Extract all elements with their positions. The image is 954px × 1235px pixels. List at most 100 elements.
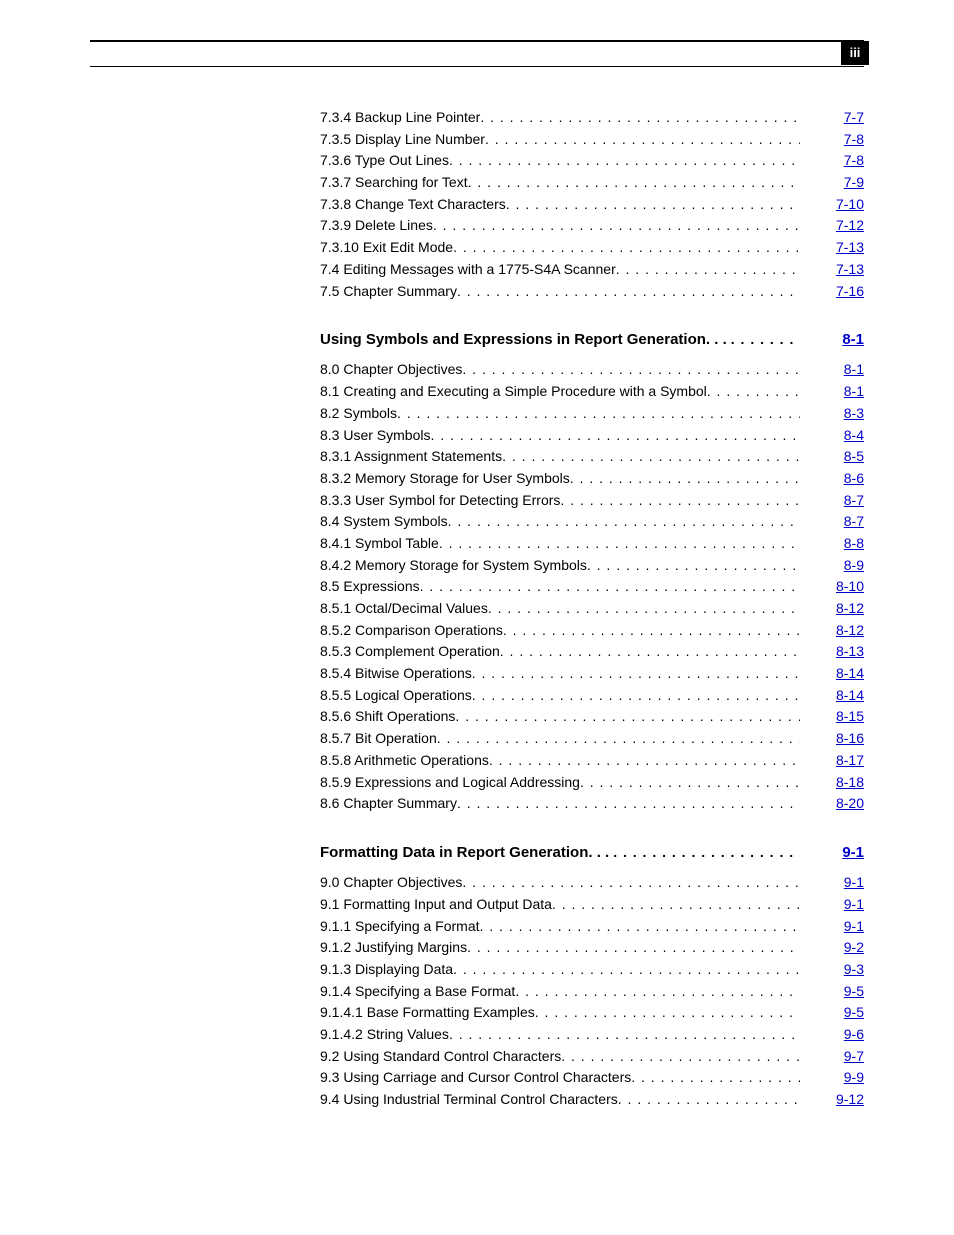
toc-page-link[interactable]: 7-16 <box>800 281 864 303</box>
toc-entry-label: 8.5.2 Comparison Operations <box>320 620 503 642</box>
toc-page-link[interactable]: 9-2 <box>800 937 864 959</box>
toc-entry-label: 7.3.7 Searching for Text <box>320 172 468 194</box>
toc-page-link[interactable]: 8-14 <box>800 685 864 707</box>
toc-page-link[interactable]: 8-3 <box>800 403 864 425</box>
toc-entry: 8.6 Chapter Summary 8-20 <box>320 793 864 815</box>
toc-leader-dots <box>457 281 800 303</box>
toc-page-link[interactable]: 9-5 <box>800 1002 864 1024</box>
toc-leader-dots <box>462 359 800 381</box>
toc-entry-label: 8.5.7 Bit Operation <box>320 728 437 750</box>
toc-leader-dots <box>560 490 800 512</box>
toc-page-link[interactable]: 8-5 <box>800 446 864 468</box>
toc-page-link[interactable]: 7-12 <box>800 215 864 237</box>
toc-page-link[interactable]: 7-13 <box>800 259 864 281</box>
toc-entry-label: 8.0 Chapter Objectives <box>320 359 462 381</box>
toc-entry: 8.1 Creating and Executing a Simple Proc… <box>320 381 864 403</box>
toc-entry: 8.3.2 Memory Storage for User Symbols8-6 <box>320 468 864 490</box>
toc-entry: 8.5.8 Arithmetic Operations 8-17 <box>320 750 864 772</box>
toc-entry-label: 8.5.3 Complement Operation <box>320 641 500 663</box>
toc-entry: 7.3.8 Change Text Characters7-10 <box>320 194 864 216</box>
toc-title-separator: . . . <box>706 328 727 351</box>
section-gap <box>320 864 864 872</box>
toc-entry-label: 8.4.2 Memory Storage for System Symbols <box>320 555 587 577</box>
toc-page-link[interactable]: 8-16 <box>800 728 864 750</box>
toc-entry: 8.4.2 Memory Storage for System Symbols 8… <box>320 555 864 577</box>
toc-page-link[interactable]: 8-1 <box>800 359 864 381</box>
toc-entry-label: 8.5.8 Arithmetic Operations <box>320 750 489 772</box>
toc-entry: 8.5.5 Logical Operations 8-14 <box>320 685 864 707</box>
toc-entry: 8.5.1 Octal/Decimal Values8-12 <box>320 598 864 620</box>
toc-entry-label: 8.6 Chapter Summary <box>320 793 457 815</box>
toc-entry: 8.5.6 Shift Operations 8-15 <box>320 706 864 728</box>
toc-leader-dots <box>561 1046 800 1068</box>
toc-page-link[interactable]: 7-7 <box>800 107 864 129</box>
toc-page-link[interactable]: 7-8 <box>800 150 864 172</box>
toc-entry: 8.5.7 Bit Operation 8-16 <box>320 728 864 750</box>
toc-entry: 9.1.4.1 Base Formatting Examples 9-5 <box>320 1002 864 1024</box>
toc-page-link[interactable]: 9-1 <box>800 894 864 916</box>
toc-page-link[interactable]: 9-6 <box>800 1024 864 1046</box>
toc-page-link[interactable]: 9-12 <box>800 1089 864 1111</box>
toc-page-link[interactable]: 9-3 <box>800 959 864 981</box>
toc-entry-label: 9.1.4.1 Base Formatting Examples <box>320 1002 535 1024</box>
toc-entry-label: 7.3.5 Display Line Number <box>320 129 485 151</box>
toc-leader-dots <box>430 425 800 447</box>
toc-page-link[interactable]: 8-1 <box>800 381 864 403</box>
toc-page-link[interactable]: 8-9 <box>800 555 864 577</box>
toc-section-title: Formatting Data in Report Generation . .… <box>320 841 864 864</box>
toc-entry: 8.5.4 Bitwise Operations8-14 <box>320 663 864 685</box>
toc-page-link[interactable]: 9-1 <box>800 872 864 894</box>
toc-entry-label: 8.5.5 Logical Operations <box>320 685 472 707</box>
page-container: iii 7.3.4 Backup Line Pointer7-77.3.5 Di… <box>0 0 954 1151</box>
toc-page-link[interactable]: 8-6 <box>800 468 864 490</box>
toc-title-separator: . . . <box>588 841 609 864</box>
toc-entry-label: 9.3 Using Carriage and Cursor Control Ch… <box>320 1067 631 1089</box>
toc-page-link[interactable]: 7-9 <box>800 172 864 194</box>
toc-page-link[interactable]: 8-20 <box>800 793 864 815</box>
toc-page-link[interactable]: 9-5 <box>800 981 864 1003</box>
toc-leader-dots <box>448 511 800 533</box>
toc-entry-label: 9.2 Using Standard Control Characters <box>320 1046 561 1068</box>
toc-page-link[interactable]: 8-7 <box>800 490 864 512</box>
toc-page-link[interactable]: 8-4 <box>800 425 864 447</box>
toc-page-link[interactable]: 8-17 <box>800 750 864 772</box>
toc-page-link[interactable]: 8-13 <box>800 641 864 663</box>
toc-entry-label: 8.5.9 Expressions and Logical Addressing <box>320 772 580 794</box>
toc-leader-dots <box>731 328 800 351</box>
toc-entry-label: 8.1 Creating and Executing a Simple Proc… <box>320 381 707 403</box>
toc-leader-dots <box>480 107 800 129</box>
toc-page-link[interactable]: 8-14 <box>800 663 864 685</box>
toc-entry-label: 9.1 Formatting Input and Output Data <box>320 894 552 916</box>
toc-leader-dots <box>552 894 800 916</box>
toc-page-link[interactable]: 7-8 <box>800 129 864 151</box>
toc-page-link[interactable]: 8-18 <box>800 772 864 794</box>
toc-entry: 9.4 Using Industrial Terminal Control Ch… <box>320 1089 864 1111</box>
toc-entry: 7.3.6 Type Out Lines7-8 <box>320 150 864 172</box>
toc-entry: 8.5.9 Expressions and Logical Addressing… <box>320 772 864 794</box>
toc-page-link[interactable]: 9-1 <box>800 841 864 864</box>
toc-page-link[interactable]: 8-10 <box>800 576 864 598</box>
toc-entry: 9.1.2 Justifying Margins9-2 <box>320 937 864 959</box>
toc-page-link[interactable]: 8-12 <box>800 620 864 642</box>
toc-page-link[interactable]: 9-7 <box>800 1046 864 1068</box>
toc-page-link[interactable]: 9-1 <box>800 916 864 938</box>
toc-entry-label: 8.5.6 Shift Operations <box>320 706 455 728</box>
toc-leader-dots <box>480 916 800 938</box>
toc-page-link[interactable]: 7-13 <box>800 237 864 259</box>
toc-page-link[interactable]: 8-1 <box>800 328 864 351</box>
toc-page-link[interactable]: 7-10 <box>800 194 864 216</box>
toc-leader-dots <box>453 959 800 981</box>
toc-page-link[interactable]: 8-15 <box>800 706 864 728</box>
toc-entry: 7.3.4 Backup Line Pointer7-7 <box>320 107 864 129</box>
toc-entry-label: 8.4 System Symbols <box>320 511 448 533</box>
toc-entry-label: Formatting Data in Report Generation <box>320 841 588 864</box>
toc-leader-dots <box>449 1024 800 1046</box>
toc-page-link[interactable]: 8-8 <box>800 533 864 555</box>
toc-page-link[interactable]: 9-9 <box>800 1067 864 1089</box>
toc-entry-label: 8.3.1 Assignment Statements <box>320 446 502 468</box>
toc-entry-label: 9.1.4 Specifying a Base Format <box>320 981 515 1003</box>
toc-leader-dots <box>468 172 800 194</box>
toc-page-link[interactable]: 8-7 <box>800 511 864 533</box>
toc-leader-dots <box>616 259 800 281</box>
toc-page-link[interactable]: 8-12 <box>800 598 864 620</box>
